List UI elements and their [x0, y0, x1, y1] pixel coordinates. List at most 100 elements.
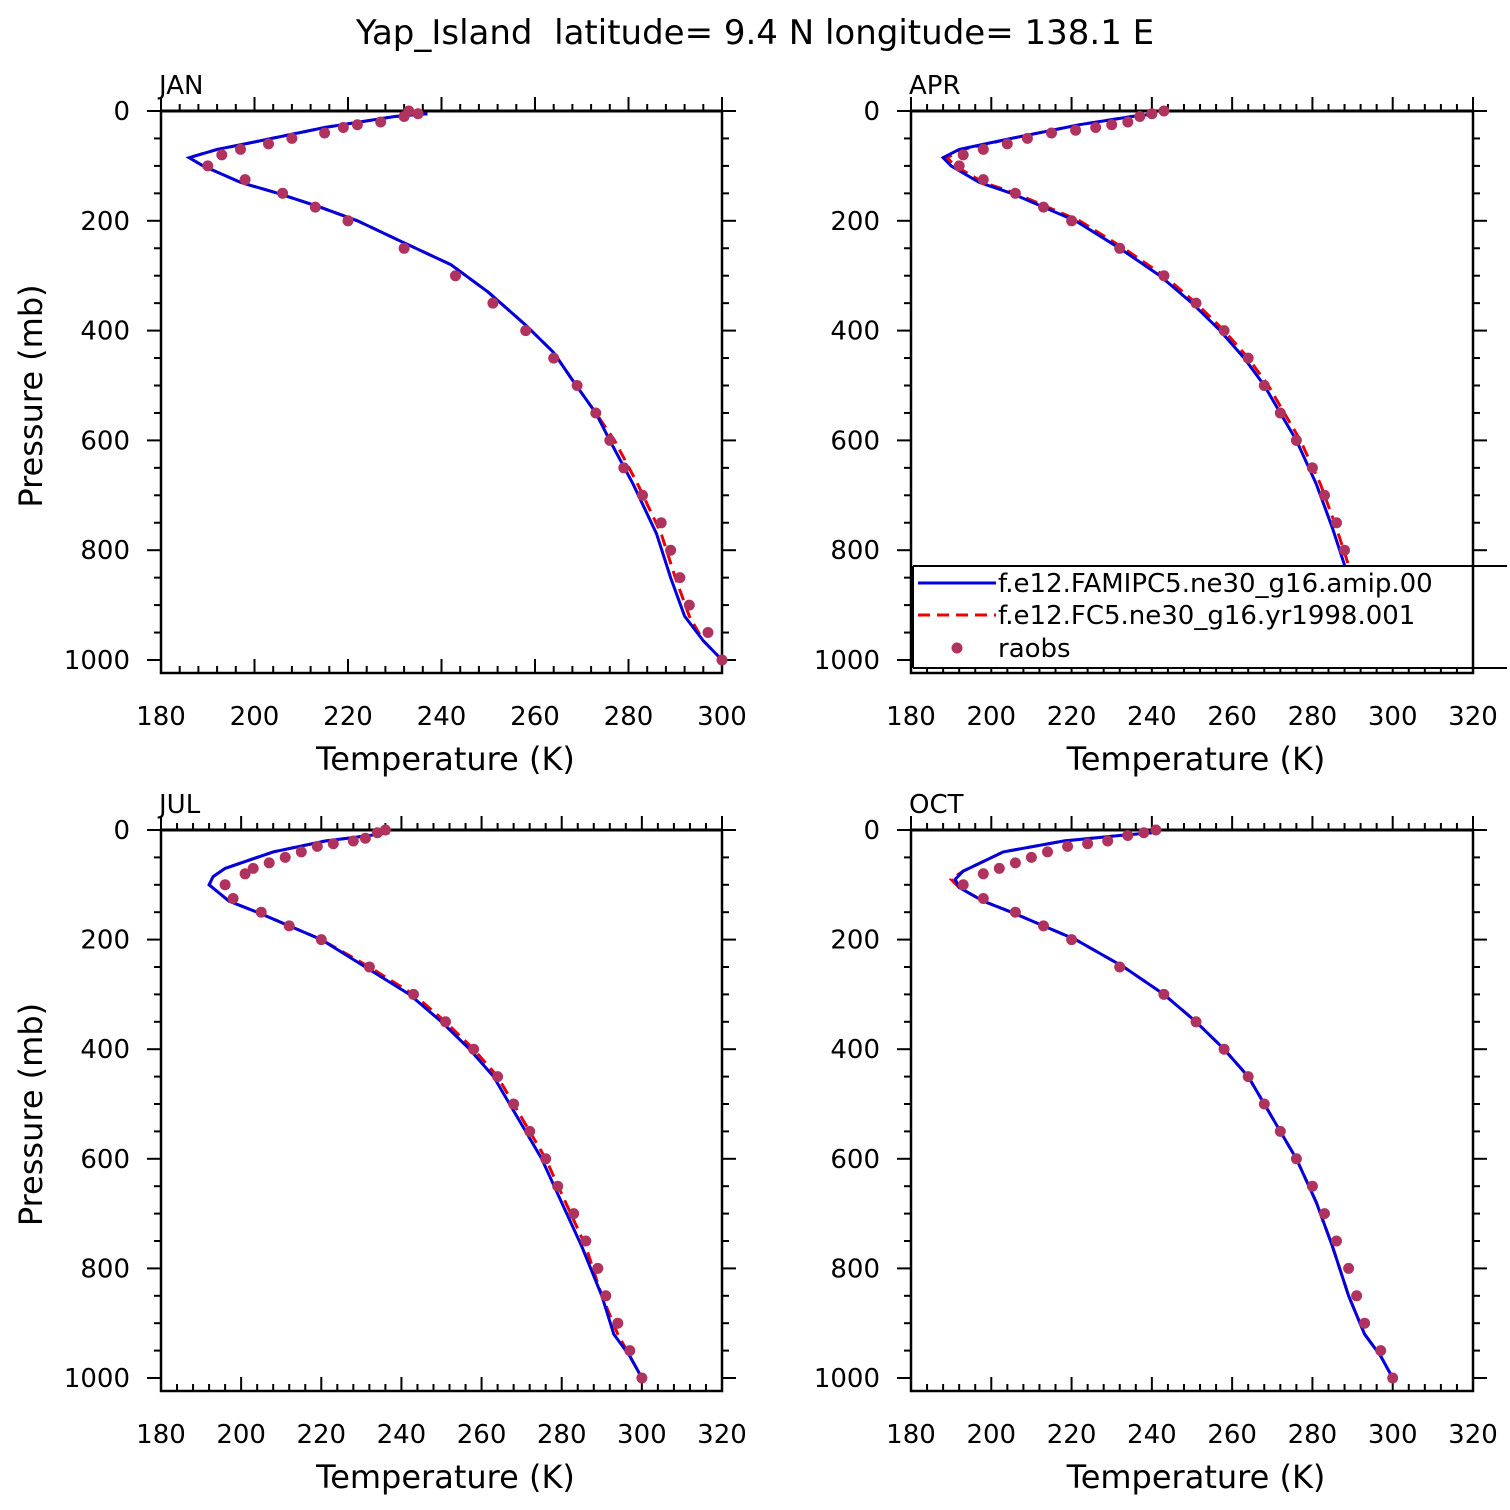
x-tick-label: 280: [604, 702, 654, 732]
x-axis-title: Temperature (K): [315, 740, 575, 778]
raobs-point: [1090, 122, 1102, 133]
raobs-point: [957, 879, 969, 891]
raobs-point: [1062, 840, 1074, 852]
raobs-point: [1082, 838, 1094, 850]
raobs-point: [702, 627, 714, 638]
raobs-point: [1218, 1043, 1230, 1055]
raobs-point: [590, 407, 602, 419]
x-tick-label: 240: [377, 1420, 427, 1450]
figure-title: Yap_Island latitude= 9.4 N longitude= 13…: [355, 13, 1154, 53]
raobs-point: [1122, 830, 1134, 841]
raobs-point: [408, 988, 419, 1000]
raobs-point: [375, 116, 387, 128]
raobs-point: [363, 961, 375, 973]
raobs-point: [548, 352, 560, 364]
raobs-point: [1242, 1071, 1254, 1083]
legend-label: f.e12.FC5.ne30_g16.yr1998.001: [998, 601, 1415, 631]
raobs-point: [1274, 1125, 1286, 1137]
y-tick-label: 0: [863, 816, 880, 846]
y-tick-label: 1000: [64, 646, 130, 676]
raobs-point: [568, 1208, 580, 1220]
legend-label: raobs: [998, 634, 1071, 664]
raobs-point: [1070, 124, 1082, 136]
raobs-point: [604, 434, 616, 446]
y-tick-label: 0: [863, 97, 880, 127]
raobs-point: [1351, 1290, 1363, 1302]
raobs-point: [1258, 1098, 1270, 1110]
raobs-point: [524, 1125, 536, 1137]
x-tick-label: 280: [1288, 702, 1338, 732]
raobs-point: [1190, 1016, 1202, 1028]
x-axis-title: Temperature (K): [315, 1458, 575, 1496]
raobs-point: [1025, 851, 1037, 863]
raobs-point: [716, 654, 728, 666]
raobs-point: [1319, 489, 1330, 501]
raobs-point: [398, 111, 410, 122]
raobs-point: [283, 920, 295, 932]
x-tick-label: 260: [1207, 1420, 1257, 1450]
raobs-point: [239, 174, 251, 186]
x-tick-label: 300: [617, 1420, 667, 1450]
raobs-point: [1114, 242, 1126, 254]
panel-jan: 180 200 220 240 260 280 300 0 200 400 600 800 1000 JA…: [12, 71, 747, 778]
x-tick-label: 320: [697, 1420, 747, 1450]
raobs-point: [1190, 297, 1202, 309]
raobs-point: [309, 201, 321, 213]
raobs-point: [351, 119, 363, 131]
raobs-point: [1242, 352, 1254, 364]
raobs-point: [235, 143, 246, 155]
raobs-point: [977, 868, 989, 880]
y-tick-label: 1000: [814, 1364, 880, 1394]
raobs-point: [1021, 132, 1033, 144]
raobs-point: [1038, 920, 1049, 932]
panel-apr: 180 200 220 240 260 280 300 320 0 200 400 600 800 100…: [814, 71, 1507, 778]
raobs-point: [1218, 325, 1230, 337]
legend-label: f.e12.FAMIPC5.ne30_g16.amip.00: [998, 569, 1433, 599]
raobs-point: [552, 1180, 564, 1192]
raobs-point: [1106, 119, 1118, 131]
x-tick-label: 180: [886, 1420, 936, 1450]
panel-oct: 180 200 220 240 260 280 300 320 0 200 400 600 800 100…: [814, 790, 1498, 1496]
x-tick-label: 220: [1047, 1420, 1097, 1450]
raobs-point: [371, 827, 383, 839]
raobs-point: [1306, 462, 1318, 474]
y-tick-label: 1000: [814, 646, 880, 676]
raobs-point: [674, 572, 686, 584]
raobs-point: [347, 835, 359, 847]
x-tick-label: 240: [1127, 1420, 1177, 1450]
raobs-point: [327, 838, 339, 850]
x-tick-label: 220: [296, 1420, 346, 1450]
raobs-point: [468, 1043, 480, 1055]
x-tick-label: 220: [323, 702, 373, 732]
raobs-point: [227, 893, 239, 904]
raobs-point: [450, 270, 461, 282]
y-tick-label: 600: [80, 426, 130, 456]
raobs-point: [683, 599, 695, 611]
raobs-point: [612, 1317, 624, 1329]
raobs-point: [1387, 1372, 1399, 1384]
raobs-point: [440, 1016, 451, 1028]
x-axis-title: Temperature (K): [1066, 1458, 1326, 1496]
raobs-point: [1038, 201, 1049, 213]
raobs-point: [957, 149, 969, 161]
y-tick-label: 800: [830, 536, 880, 566]
x-tick-label: 280: [1288, 1420, 1338, 1450]
x-axis-title: Temperature (K): [1066, 740, 1326, 778]
raobs-point: [1158, 105, 1170, 117]
y-tick-label: 800: [830, 1254, 880, 1284]
raobs-point: [1009, 906, 1021, 918]
x-tick-label: 280: [537, 1420, 587, 1450]
panel-label: OCT: [909, 790, 964, 820]
x-tick-label: 260: [457, 1420, 507, 1450]
raobs-point: [520, 325, 532, 337]
y-tick-label: 0: [113, 816, 130, 846]
y-tick-label: 0: [113, 97, 130, 127]
y-tick-label: 600: [830, 1145, 880, 1175]
raobs-point: [1306, 1180, 1318, 1192]
x-tick-label: 200: [216, 1420, 266, 1450]
raobs-point: [342, 215, 354, 227]
x-tick-label: 240: [1127, 702, 1177, 732]
raobs-point: [263, 138, 274, 150]
series-amip-line: [185, 112, 722, 662]
legend-swatch-dot: [951, 642, 963, 654]
